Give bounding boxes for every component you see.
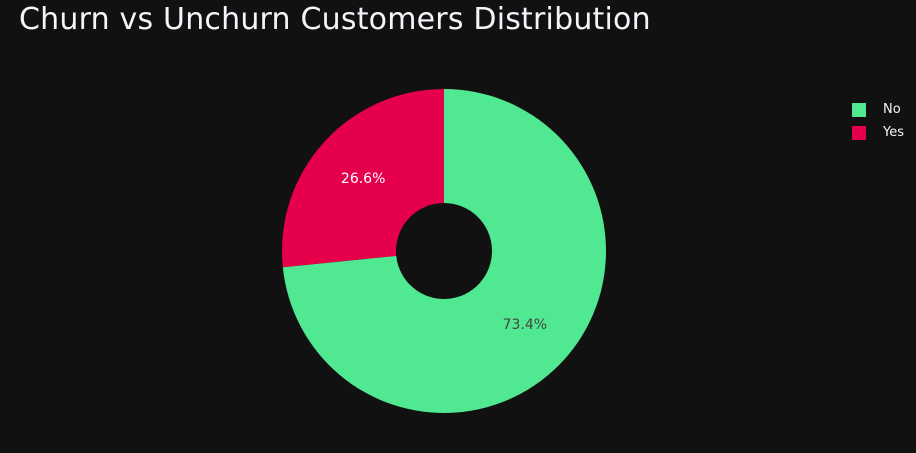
legend-item-yes[interactable]: Yes: [852, 121, 904, 144]
legend-label-no: No: [883, 102, 901, 117]
slice-label-no: 73.4%: [503, 317, 547, 333]
donut-slices: [282, 89, 607, 414]
legend-item-no[interactable]: No: [852, 98, 904, 121]
slice-yes[interactable]: [282, 89, 444, 268]
slice-no[interactable]: [282, 89, 607, 414]
legend: No Yes: [852, 98, 904, 144]
legend-swatch-yes: [852, 125, 866, 140]
chart-title: Churn vs Unchurn Customers Distribution: [19, 2, 651, 37]
slice-labels: 73.4% 26.6%: [341, 171, 547, 333]
legend-swatch-no: [852, 102, 866, 117]
legend-label-yes: Yes: [883, 125, 904, 140]
slice-label-yes: 26.6%: [341, 171, 385, 187]
